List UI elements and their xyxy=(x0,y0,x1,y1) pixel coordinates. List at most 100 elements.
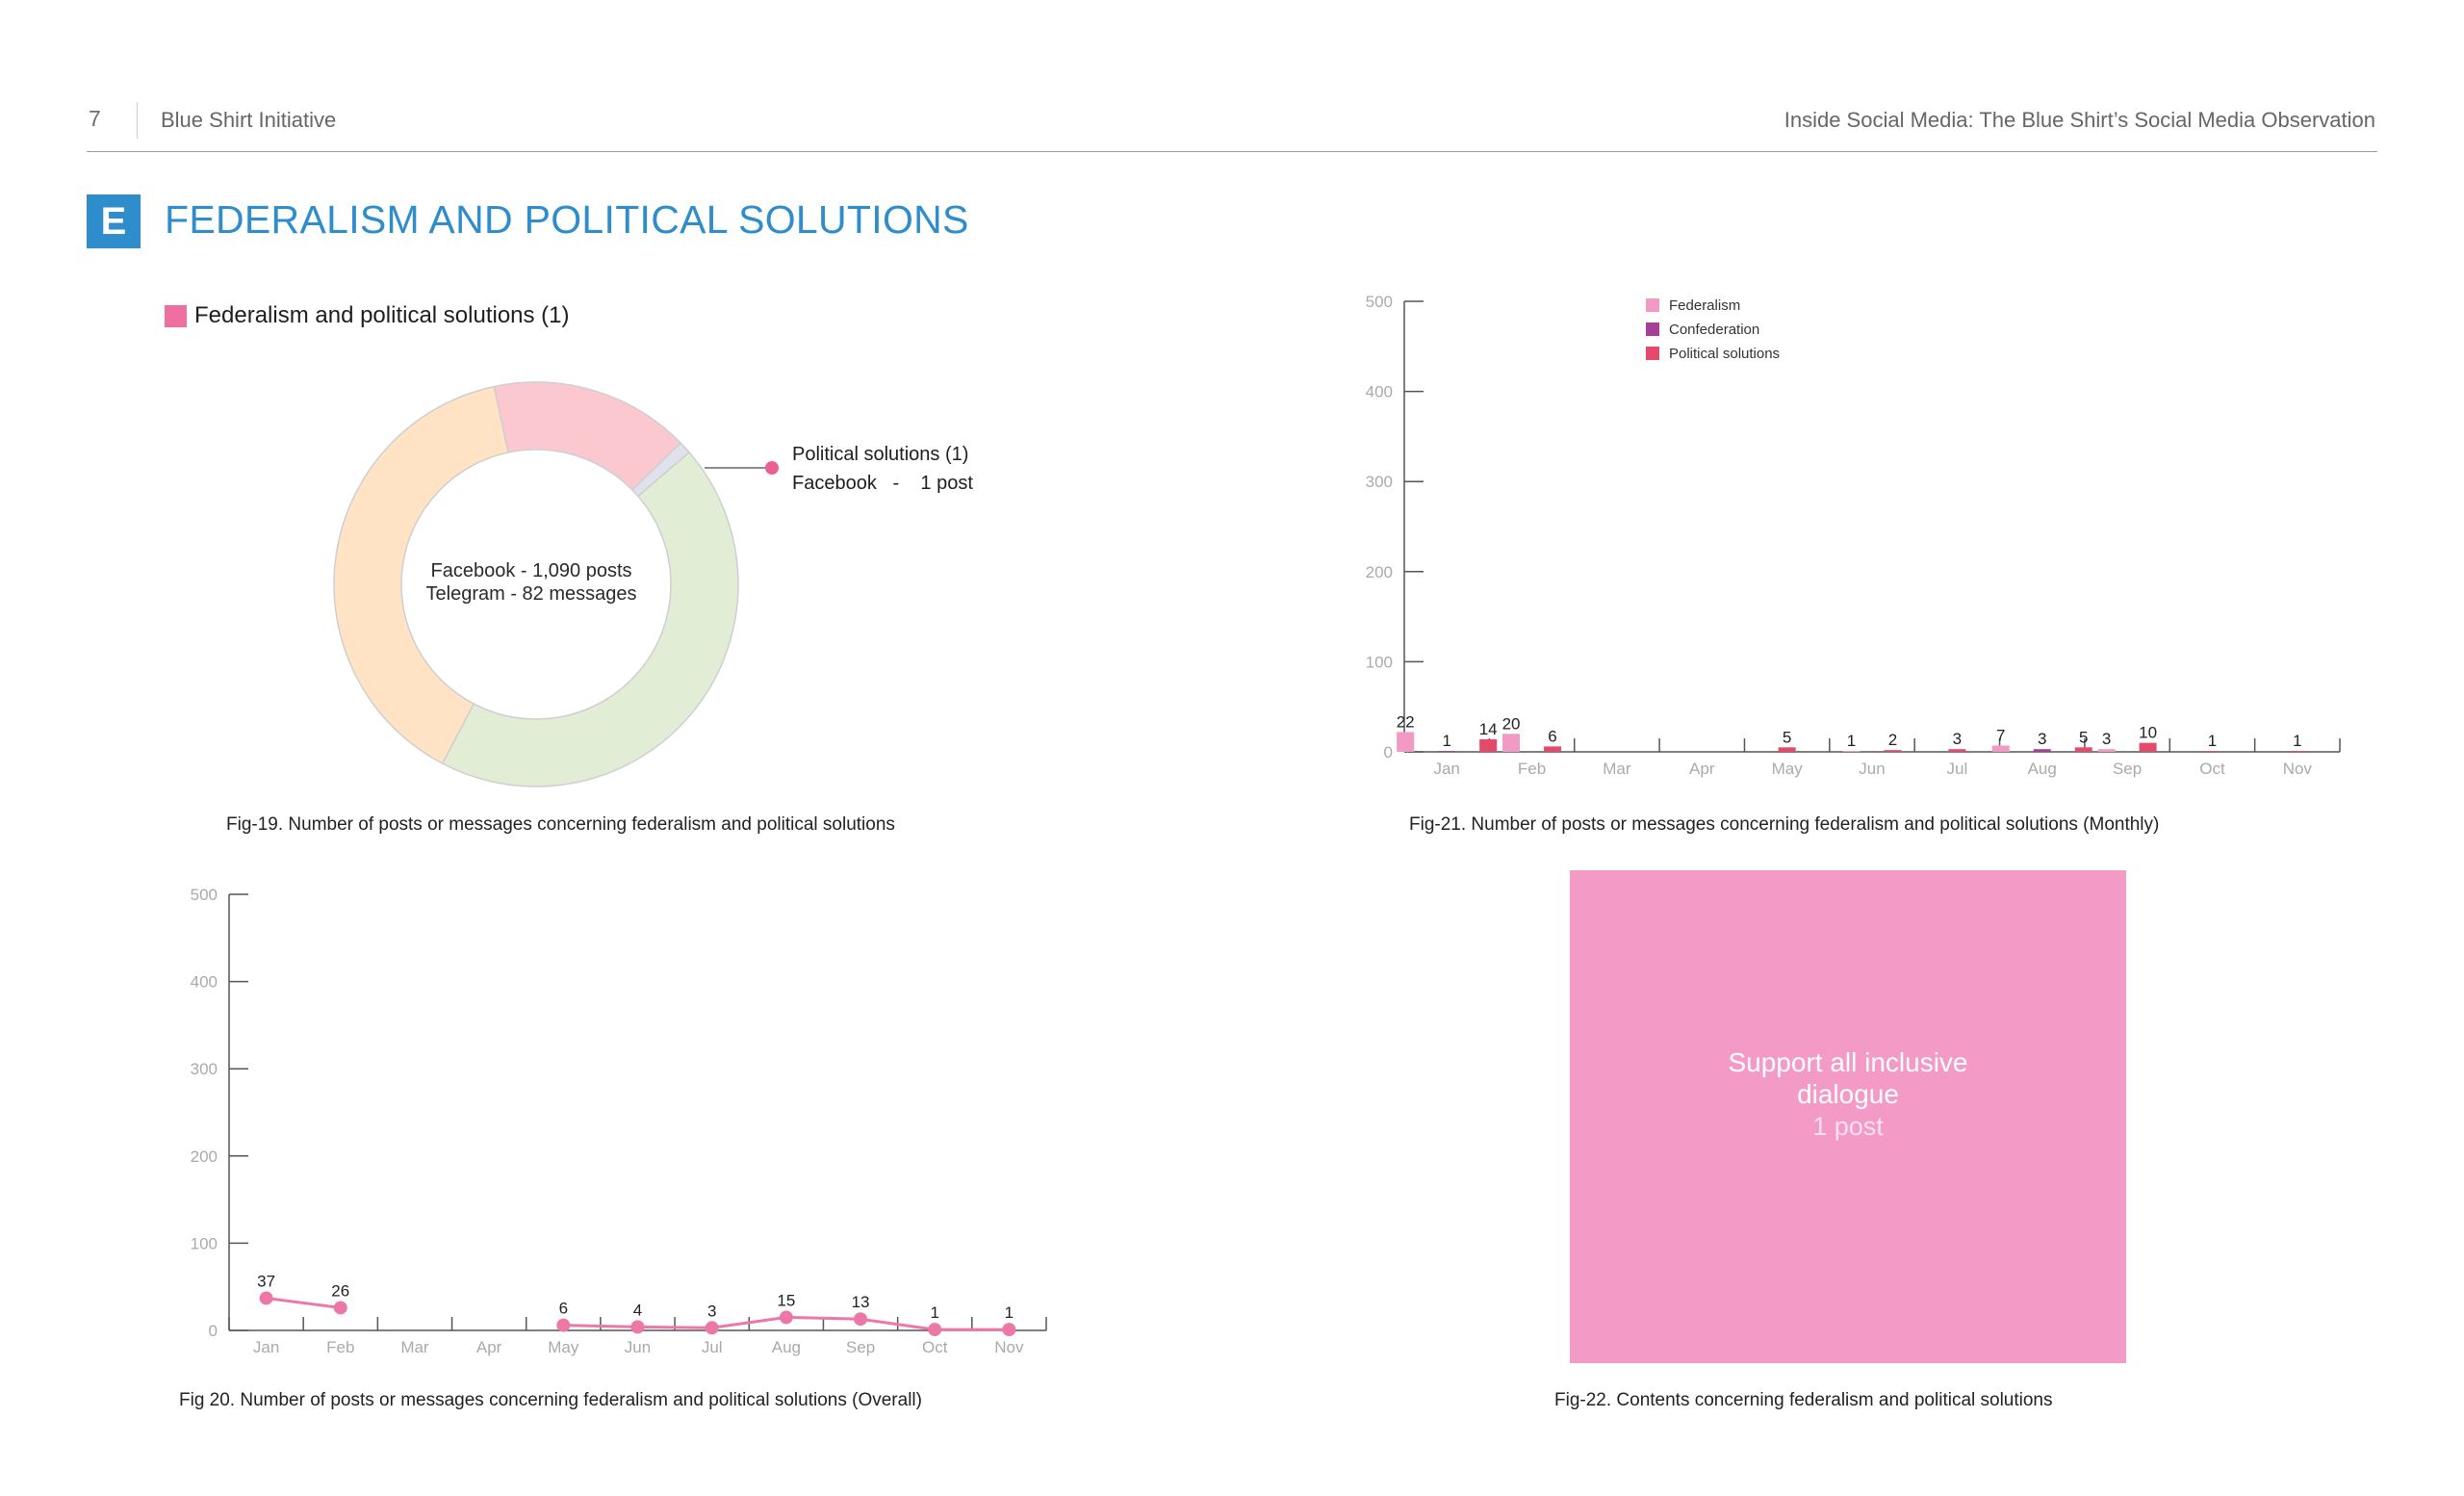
fig20-point-jul xyxy=(705,1321,719,1335)
fig20-caption: Fig 20. Number of posts or messages conc… xyxy=(179,1390,922,1410)
fig20-point-aug xyxy=(779,1310,793,1325)
fig21-x-tick-label: Sep xyxy=(2113,760,2142,778)
fig21-bar-aug-0 xyxy=(1991,745,2010,752)
fig21-y-tick-label: 500 xyxy=(1366,293,1393,311)
fig20-x-tick-label: Mar xyxy=(400,1338,429,1356)
section-title: FEDERALISM AND POLITICAL SOLUTIONS xyxy=(165,197,969,242)
fig20-y-tick-label: 300 xyxy=(191,1060,218,1078)
fig21-x-tick-label: Oct xyxy=(2199,760,2225,778)
fig21-legend-label: Political solutions xyxy=(1669,346,1780,362)
document-title: Inside Social Media: The Blue Shirt’s So… xyxy=(1784,108,2375,132)
fig20-y-tick-label: 200 xyxy=(191,1148,218,1166)
fig21-bar-jan-1 xyxy=(1438,751,1456,752)
fig21-x-tick-label: Apr xyxy=(1689,760,1715,778)
fig21-bar-aug-2 xyxy=(2074,747,2092,752)
fig21-bar-oct-2 xyxy=(2203,751,2221,752)
fig20-x-tick-label: Aug xyxy=(772,1338,801,1356)
fig21-bar-label: 3 xyxy=(2038,730,2046,748)
fig21-x-tick-label: Jun xyxy=(1859,760,1885,778)
fig21-legend-swatch xyxy=(1646,347,1659,360)
fig21-x-tick-label: Jul xyxy=(1946,760,1967,778)
fig21-y-tick-label: 200 xyxy=(1366,563,1393,581)
fig20-x-tick-label: Sep xyxy=(846,1338,875,1356)
fig20-y-tick-label: 100 xyxy=(191,1234,218,1252)
section-badge: E xyxy=(87,194,141,248)
org-name: Blue Shirt Initiative xyxy=(161,108,337,132)
fig22-treemap-cell: Support all inclusive dialogue 1 post xyxy=(1570,870,2126,1363)
fig20-line-segment xyxy=(860,1317,936,1331)
fig19-legend: Federalism and political solutions (1) xyxy=(165,302,570,329)
fig21-bar-feb-2 xyxy=(1544,746,1562,752)
fig21-legend-label: Federalism xyxy=(1669,297,1740,314)
fig21-bar-aug-1 xyxy=(2033,749,2051,752)
fig21-bar-label: 1 xyxy=(2208,732,2217,750)
fig19-slice-1 xyxy=(630,442,691,498)
fig21-y-tick-label: 100 xyxy=(1366,653,1393,671)
fig19-callout-detail: Facebook - 1 post xyxy=(792,473,973,494)
fig20-point-label: 15 xyxy=(777,1291,795,1309)
fig21-x-tick-label: Feb xyxy=(1518,760,1546,778)
fig19-caption: Fig-19. Number of posts or messages conc… xyxy=(226,814,895,835)
fig19-center-line1: Facebook - 1,090 posts xyxy=(430,560,631,581)
fig21-y-tick-label: 0 xyxy=(1384,743,1393,761)
fig20-x-tick-label: Jul xyxy=(702,1338,723,1356)
fig21-bar-label: 22 xyxy=(1397,712,1415,731)
fig20-point-label: 4 xyxy=(633,1301,642,1319)
fig21-legend-swatch xyxy=(1646,298,1659,312)
fig20-x-tick-label: May xyxy=(548,1338,579,1356)
fig20-x-tick-label: Oct xyxy=(922,1338,948,1356)
fig20-point-label: 26 xyxy=(331,1281,349,1300)
fig20-line-segment xyxy=(637,1325,712,1329)
fig21-bar-jan-2 xyxy=(1479,738,1498,752)
fig20-point-feb xyxy=(333,1301,347,1315)
fig19-slice-3 xyxy=(333,385,509,765)
fig22-caption: Fig-22. Contents concerning federalism a… xyxy=(1554,1390,2053,1410)
fig20-line-segment xyxy=(711,1315,787,1329)
fig21-bar-label: 2 xyxy=(1888,731,1897,749)
fig21-caption: Fig-21. Number of posts or messages conc… xyxy=(1409,814,2160,835)
fig19-callout-title: Political solutions (1) xyxy=(792,444,968,465)
fig20-line-segment xyxy=(266,1296,341,1309)
fig21-bar-label: 7 xyxy=(1996,726,2005,744)
fig20-point-label: 13 xyxy=(852,1293,870,1311)
fig19-slice-0 xyxy=(493,381,682,492)
fig21-bar-label: 10 xyxy=(2139,724,2157,742)
fig20-point-label: 37 xyxy=(257,1272,275,1290)
fig21-x-tick-label: May xyxy=(1772,760,1804,778)
fig22-cell-label: Support all inclusive dialogue xyxy=(1728,1047,1968,1109)
fig19-slice-2 xyxy=(441,451,739,787)
fig19-legend-label: Federalism and political solutions (1) xyxy=(194,302,570,328)
fig20-point-nov xyxy=(1002,1323,1016,1337)
fig21-bar-label: 6 xyxy=(1548,727,1556,745)
fig20-point-jun xyxy=(630,1320,645,1334)
fig20-point-label: 1 xyxy=(1005,1303,1014,1322)
fig20-y-tick-label: 0 xyxy=(209,1322,218,1340)
fig21-x-tick-label: Jan xyxy=(1433,760,1459,778)
header-divider xyxy=(137,102,138,139)
fig20-x-tick-label: Nov xyxy=(994,1338,1024,1356)
fig21-x-tick-label: Aug xyxy=(2028,760,2057,778)
fig20-point-jan xyxy=(259,1291,273,1305)
fig21-bar-jun-2 xyxy=(1884,750,1902,752)
fig21-bar-sep-2 xyxy=(2139,742,2157,752)
fig21-x-tick-label: Nov xyxy=(2283,760,2313,778)
fig21-legend-swatch xyxy=(1646,322,1659,336)
fig20-point-oct xyxy=(928,1323,942,1337)
fig21-bar-label: 5 xyxy=(2079,728,2088,746)
fig21-bar-nov-2 xyxy=(2288,751,2306,752)
fig19-legend-swatch xyxy=(165,304,187,327)
fig19-center-line2: Telegram - 82 messages xyxy=(426,583,637,605)
fig21-bar-label: 3 xyxy=(1953,730,1962,748)
fig20-y-tick-label: 500 xyxy=(191,886,218,904)
fig22-cell-count: 1 post xyxy=(1812,1112,1884,1141)
fig21-bar-may-2 xyxy=(1778,747,1796,752)
fig20-point-may xyxy=(556,1318,571,1332)
fig20-point-label: 6 xyxy=(559,1300,568,1318)
fig21-bar-label: 3 xyxy=(2102,730,2111,748)
fig21-bar-jun-0 xyxy=(1842,751,1861,752)
fig21-y-tick-label: 400 xyxy=(1366,383,1393,401)
fig21-bar-label: 1 xyxy=(2293,732,2301,750)
fig21-bar-jan-0 xyxy=(1397,732,1415,752)
fig21-bar-label: 1 xyxy=(1847,732,1856,750)
fig21-bar-jul-2 xyxy=(1948,749,1966,752)
